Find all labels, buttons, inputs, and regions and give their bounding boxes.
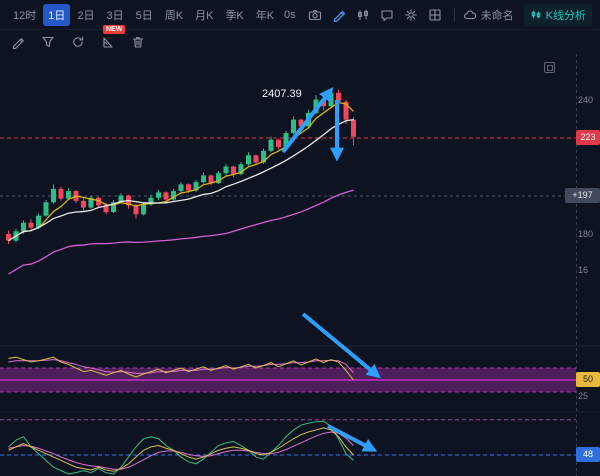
indicator2-value-badge: 48 <box>576 447 600 462</box>
price-axis: 240 223 +197 180 16 50 25 48 <box>576 54 600 476</box>
kline-analysis-button[interactable]: K线分析 <box>524 4 592 26</box>
candle-body <box>21 223 26 231</box>
candle-body <box>156 192 161 197</box>
indicator2-j-line <box>9 421 354 474</box>
tab-5d[interactable]: 5日 <box>131 4 158 26</box>
candle-body <box>254 155 259 162</box>
lower-band-line <box>9 190 354 274</box>
settings-icon[interactable] <box>402 7 420 23</box>
axis-label-1600: 16 <box>578 265 588 275</box>
kline-icon <box>530 9 542 21</box>
drawing-toolbar: NEW <box>0 30 600 54</box>
tab-2d[interactable]: 2日 <box>72 4 99 26</box>
price-alert-badge[interactable]: +197 <box>565 188 600 203</box>
candle-body <box>231 167 236 175</box>
indicator2-k-line <box>9 428 354 471</box>
candle-body <box>209 175 214 183</box>
candle-body <box>164 192 169 199</box>
trend-arrow <box>303 314 378 376</box>
kline-analysis-label: K线分析 <box>546 7 586 23</box>
indicator1-value-badge: 50 <box>576 372 600 387</box>
candle-body <box>276 140 281 147</box>
current-price-badge: 223 <box>576 130 600 145</box>
layout-icon[interactable] <box>426 7 444 23</box>
candle-countdown: 0s <box>284 9 296 21</box>
candle-body <box>186 184 191 190</box>
chat-icon[interactable] <box>378 7 396 23</box>
top-toolbar: 12时 1日 2日 3日 5日 周K 月K 季K 年K 0s 未命名 K线分析 <box>0 0 600 30</box>
candle-body <box>141 204 146 214</box>
maximize-pane-icon[interactable] <box>544 62 555 73</box>
redo-edit-tool-icon[interactable] <box>70 34 86 50</box>
filter-tool-icon[interactable] <box>40 34 56 50</box>
candle-body <box>246 155 251 164</box>
candle-body <box>351 120 356 137</box>
angle-tool-icon[interactable]: NEW <box>100 34 116 50</box>
tab-month[interactable]: 月K <box>190 4 218 26</box>
tab-1d[interactable]: 1日 <box>43 4 70 26</box>
toolbar-divider <box>454 8 455 22</box>
candle-body <box>224 167 229 174</box>
candle-body <box>44 202 49 215</box>
trash-tool-icon[interactable] <box>130 34 146 50</box>
candle-body <box>201 175 206 182</box>
cloud-icon <box>463 9 477 21</box>
indicator-icon[interactable] <box>354 7 372 23</box>
candle-body <box>81 201 86 208</box>
indicator1-sub-label: 25 <box>578 391 588 401</box>
tab-year[interactable]: 年K <box>251 4 279 26</box>
trading-app: { "toolbar": { "timeframes": ["12时","1日"… <box>0 0 600 476</box>
pen-tool-icon[interactable] <box>10 34 26 50</box>
axis-label-1800: 180 <box>578 229 593 239</box>
candle-body <box>134 205 139 214</box>
edit-icon[interactable] <box>330 7 348 23</box>
candle-body <box>66 191 71 199</box>
new-badge: NEW <box>103 25 125 34</box>
main-chart[interactable] <box>0 54 600 476</box>
tab-3d[interactable]: 3日 <box>102 4 129 26</box>
tab-quarter[interactable]: 季K <box>220 4 248 26</box>
account-menu[interactable]: 未命名 <box>463 7 514 23</box>
axis-label-2400: 240 <box>578 95 593 105</box>
candle-body <box>179 184 184 191</box>
account-name: 未命名 <box>481 7 514 23</box>
candle-body <box>51 189 56 202</box>
candle-body <box>29 223 34 228</box>
candle-body <box>59 189 64 199</box>
indicator2-d-line <box>9 432 354 469</box>
camera-icon[interactable] <box>306 7 324 23</box>
peak-price-label: 2407.39 <box>262 88 302 100</box>
tab-12h[interactable]: 12时 <box>8 4 41 26</box>
tab-week[interactable]: 周K <box>160 4 188 26</box>
candle-body <box>269 140 274 151</box>
trend-arrow <box>328 426 374 450</box>
candle-body <box>291 120 296 133</box>
